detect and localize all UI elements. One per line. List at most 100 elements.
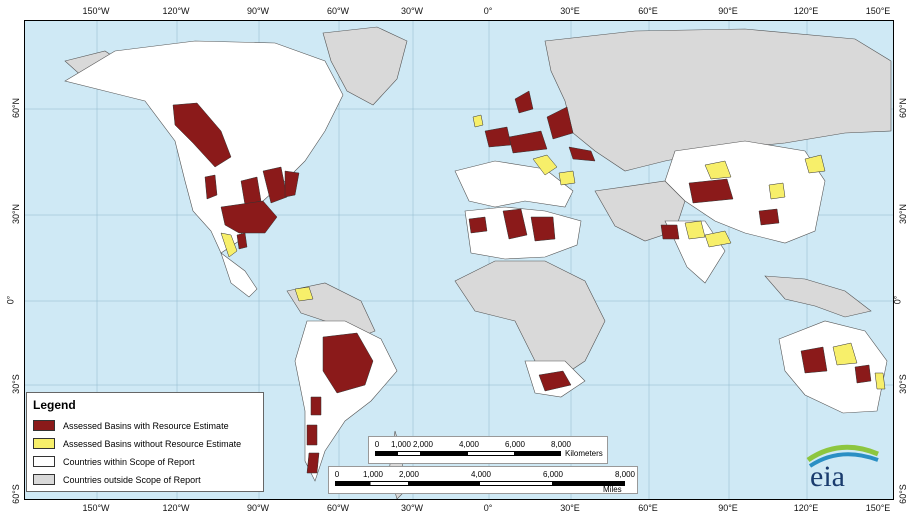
lon-tick-30w-bottom: 30°W: [400, 503, 424, 513]
scale-km-tick-8000: 8,000: [550, 440, 572, 449]
red-basin-karoo: [538, 370, 572, 392]
legend-label-within-scope: Countries within Scope of Report: [63, 456, 195, 467]
lat-tick-0: 0°: [5, 295, 16, 305]
lon-tick-30e-bottom: 30°E: [560, 503, 580, 513]
yellow-basin-china-1: [704, 160, 732, 180]
scale-mi-tick-0: 0: [334, 470, 340, 479]
yellow-basin-india-1: [684, 220, 706, 240]
legend-swatch-outside-scope: [33, 474, 55, 485]
legend-title: Legend: [33, 398, 76, 412]
scale-mi-bar: [335, 481, 625, 486]
lon-tick-150e-bottom: 150°E: [865, 503, 891, 513]
legend-label-assessed-with: Assessed Basins with Resource Estimate: [63, 420, 229, 431]
red-basin-ukraine: [568, 146, 596, 162]
legend-item-outside-scope: Countries outside Scope of Report: [33, 473, 201, 486]
legend-item-assessed-without: Assessed Basins without Resource Estimat…: [33, 437, 241, 450]
red-basin-austral: [306, 452, 320, 474]
lat-tick-30s-right: 30°S: [897, 374, 908, 394]
legend-item-within-scope: Countries within Scope of Report: [33, 455, 195, 468]
yellow-basin-china-3: [768, 182, 786, 200]
eia-logo: eia: [800, 440, 882, 493]
eia-logo-swoosh-icon: eia: [806, 444, 879, 493]
red-basin-poland-baltic: [546, 106, 574, 140]
scale-km-tick-2000: 2,000: [412, 440, 434, 449]
red-basin-rockies: [204, 174, 218, 200]
lon-tick-0-bottom: 0°: [483, 503, 493, 513]
red-basin-mexico: [236, 232, 248, 250]
lat-tick-60s-right: 60°S: [897, 484, 908, 504]
red-basin-appalachian: [262, 166, 288, 204]
scale-bar-miles: 0 1,000 2,000 4,000 6,000 8,000 Miles: [328, 466, 638, 494]
scale-mi-tick-2000: 2,000: [398, 470, 420, 479]
legend-label-outside-scope: Countries outside Scope of Report: [63, 474, 201, 485]
scale-km-tick-0: 0: [374, 440, 380, 449]
lon-tick-150e: 150°E: [865, 6, 891, 16]
yellow-basin-australia-2: [874, 372, 886, 390]
lon-tick-90e: 90°E: [718, 6, 738, 16]
lon-tick-120w-bottom: 120°W: [162, 503, 190, 513]
red-basin-midcontinent: [240, 176, 262, 206]
red-basin-sichuan: [758, 208, 780, 226]
scale-mi-unit: Miles: [603, 485, 622, 494]
legend-swatch-assessed-with: [33, 420, 55, 431]
lat-tick-60n-right: 60°N: [898, 97, 909, 119]
legend-swatch-assessed-without: [33, 438, 55, 449]
scale-mi-tick-4000: 4,000: [470, 470, 492, 479]
lat-tick-30n-right: 30°N: [898, 203, 909, 225]
central-america: [220, 252, 258, 298]
red-basin-morocco: [468, 216, 488, 234]
red-basin-pakistan: [660, 224, 680, 240]
scale-bar-kilometers: 0 1,000 2,000 4,000 6,000 8,000 Kilomete…: [368, 436, 608, 464]
china: [664, 140, 826, 244]
red-basin-cooper: [854, 364, 872, 384]
central-africa: [454, 260, 606, 382]
lon-tick-30e: 30°E: [560, 6, 580, 16]
red-basin-central-europe: [508, 130, 548, 154]
red-basin-western-canada: [172, 102, 232, 168]
yellow-basin-australia-1: [832, 342, 858, 366]
svg-text:eia: eia: [810, 460, 845, 490]
indonesia: [764, 275, 872, 318]
scale-km-tick-1000: 1,000: [390, 440, 412, 449]
yellow-basin-china-2: [804, 154, 826, 174]
scale-km-bar: [375, 451, 561, 456]
yellow-basin-europe-1: [532, 154, 558, 176]
lat-tick-30s: 30°S: [10, 374, 21, 394]
lon-tick-90w-bottom: 90°W: [246, 503, 270, 513]
assessed-basins-without-estimate: [220, 114, 886, 390]
legend-label-assessed-without: Assessed Basins without Resource Estimat…: [63, 438, 242, 449]
red-basin-tarim: [688, 178, 734, 204]
scale-mi-tick-8000: 8,000: [614, 470, 636, 479]
legend-item-assessed-with: Assessed Basins with Resource Estimate: [33, 419, 229, 432]
scale-mi-tick-1000: 1,000: [362, 470, 384, 479]
red-basin-texas-gulf: [220, 200, 278, 234]
lon-tick-90e-bottom: 90°E: [718, 503, 738, 513]
yellow-basin-uk: [472, 114, 484, 128]
lat-tick-60n: 60°N: [11, 97, 22, 119]
red-basin-libya: [530, 216, 556, 242]
lon-tick-150w: 150°W: [82, 6, 110, 16]
red-basin-algeria: [502, 208, 528, 240]
lon-tick-0: 0°: [483, 6, 493, 16]
lon-tick-120w: 120°W: [162, 6, 190, 16]
lon-tick-120e: 120°E: [793, 6, 819, 16]
lon-tick-60e-bottom: 60°E: [638, 503, 658, 513]
red-basin-san-jorge: [306, 424, 318, 446]
lon-tick-150w-bottom: 150°W: [82, 503, 110, 513]
legend: Legend Assessed Basins with Resource Est…: [26, 392, 264, 492]
scale-km-tick-6000: 6,000: [504, 440, 526, 449]
lon-tick-60e: 60°E: [638, 6, 658, 16]
yellow-basin-india-2: [704, 230, 732, 248]
red-basin-northeast: [284, 170, 300, 198]
lon-tick-30w: 30°W: [400, 6, 424, 16]
lat-tick-30n: 30°N: [11, 203, 22, 225]
scale-km-unit: Kilometers: [565, 449, 603, 458]
yellow-basin-europe-2: [558, 170, 576, 186]
lat-tick-60s: 60°S: [10, 484, 21, 504]
scale-mi-tick-6000: 6,000: [542, 470, 564, 479]
yellow-basin-mexico: [220, 232, 238, 258]
assessed-basins-with-estimate: [172, 90, 872, 474]
lon-tick-120e-bottom: 120°E: [793, 503, 819, 513]
lon-tick-90w: 90°W: [246, 6, 270, 16]
